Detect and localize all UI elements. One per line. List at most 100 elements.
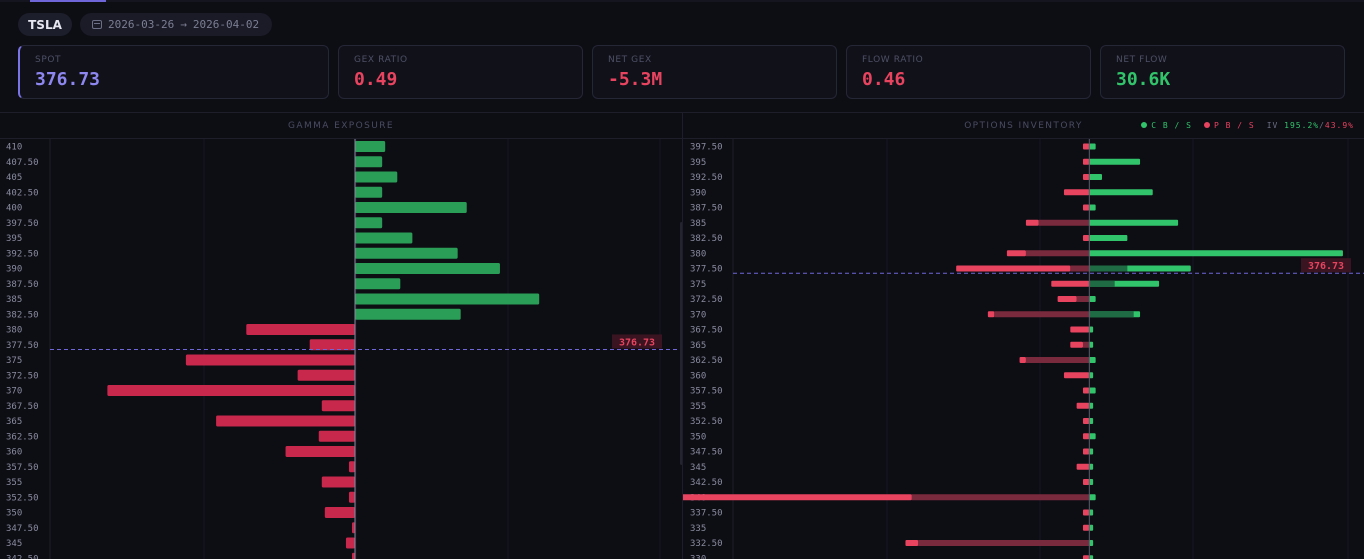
strike-tick-label: 390 — [6, 265, 22, 275]
strike-tick-label: 345 — [6, 539, 22, 549]
put-buy-bar — [1063, 189, 1090, 196]
call-buy-bar — [1089, 479, 1094, 485]
iv-readout: IV 195.2%/43.9% — [1267, 121, 1354, 130]
put-buy-bar — [1019, 357, 1026, 363]
strike-tick-label: 397.50 — [690, 143, 723, 153]
call-buy-bar — [1089, 235, 1128, 241]
put-buy-bar — [987, 311, 995, 318]
call-buy-bar — [1089, 509, 1094, 516]
panel-divider — [682, 112, 683, 559]
iv-call-value: 195.2% — [1284, 121, 1320, 130]
put-buy-bar — [1025, 219, 1039, 226]
gex-bar-positive — [355, 278, 401, 290]
date-range-picker[interactable]: 2026-03-26 → 2026-04-02 — [80, 13, 272, 36]
spot-label-bg — [612, 334, 662, 349]
call-buy-bar — [1089, 189, 1153, 196]
metric-card-flow-ratio: FLOW RATIO 0.46 — [846, 45, 1091, 99]
strike-tick-label: 375 — [690, 280, 706, 290]
gex-bar-negative — [351, 552, 355, 559]
put-buy-bar — [1063, 372, 1090, 379]
gamma-scrollbar[interactable] — [680, 222, 683, 465]
put-buy-bar — [1082, 479, 1090, 485]
legend-call[interactable]: C B / S — [1141, 121, 1192, 130]
call-buy-bar — [1089, 372, 1094, 379]
call-buy-bar — [1089, 174, 1102, 180]
gex-bar-positive — [355, 232, 413, 244]
gex-bar-negative — [318, 430, 355, 442]
put-buy-bar — [1082, 509, 1090, 516]
strike-tick-label: 347.50 — [6, 524, 39, 534]
strike-tick-label: 357.50 — [6, 463, 39, 473]
strike-tick-label: 370 — [6, 387, 22, 397]
active-tab-indicator — [30, 0, 106, 2]
inventory-panel-header: OPTIONS INVENTORY C B / S P B / S IV 195… — [683, 112, 1364, 139]
put-buy-bar — [683, 494, 912, 501]
put-buy-bar — [956, 265, 1071, 272]
put-buy-bar — [1082, 143, 1090, 150]
gex-bar-negative — [351, 522, 355, 534]
gex-bar-negative — [324, 507, 355, 518]
strike-tick-label: 410 — [6, 143, 22, 153]
call-buy-bar — [1089, 219, 1179, 226]
strike-tick-label: 372.50 — [6, 371, 39, 381]
strike-tick-label: 375 — [6, 356, 22, 366]
put-sell-bar — [1038, 219, 1090, 226]
metric-value: 0.46 — [862, 69, 906, 90]
strike-tick-label: 355 — [6, 478, 22, 488]
gex-bar-negative — [285, 446, 355, 457]
strike-tick-label: 342.50 — [6, 554, 39, 559]
spot-label: 376.73 — [619, 337, 655, 348]
metric-card-gex-ratio: GEX RATIO 0.49 — [338, 45, 583, 99]
call-buy-bar — [1089, 158, 1141, 165]
strike-tick-label: 367.50 — [6, 402, 39, 412]
strike-tick-label: 387.50 — [690, 204, 723, 214]
put-buy-bar — [1082, 387, 1090, 394]
put-buy-bar — [1082, 235, 1090, 241]
strike-tick-label: 357.50 — [690, 387, 723, 397]
iv-put-value: 43.9% — [1324, 121, 1354, 130]
gex-bar-negative — [348, 461, 355, 473]
strike-tick-label: 387.50 — [6, 280, 39, 290]
call-buy-bar — [1089, 296, 1096, 302]
call-buy-bar — [1089, 448, 1094, 455]
strike-tick-label: 362.50 — [690, 356, 723, 366]
put-sell-bar — [994, 311, 1090, 318]
call-buy-bar — [1089, 341, 1094, 348]
call-buy-bar — [1089, 433, 1096, 440]
put-sell-bar — [911, 494, 1090, 501]
call-sell-bar — [1089, 265, 1128, 272]
strike-tick-label: 360 — [6, 448, 22, 458]
gex-bar-positive — [355, 141, 386, 152]
put-buy-bar — [1082, 174, 1090, 180]
strike-tick-label: 370 — [690, 310, 706, 320]
strike-tick-label: 350 — [6, 509, 22, 519]
put-buy-bar — [1051, 280, 1090, 287]
put-buy-bar — [905, 540, 919, 546]
gex-bar-negative — [309, 339, 355, 351]
strike-tick-label: 385 — [690, 219, 706, 229]
spot-label: 376.73 — [1308, 261, 1344, 272]
gex-bar-negative — [185, 354, 355, 366]
gex-bar-positive — [355, 247, 458, 259]
put-buy-bar — [1076, 463, 1090, 470]
put-buy-bar — [1057, 296, 1077, 302]
call-sell-bar — [1089, 280, 1115, 287]
strike-tick-label: 362.50 — [6, 432, 39, 442]
put-buy-bar — [1082, 204, 1090, 211]
gex-bar-negative — [321, 476, 355, 488]
strike-tick-label: 395 — [6, 234, 22, 244]
gex-bar-negative — [297, 369, 355, 381]
gex-bar-positive — [355, 293, 540, 305]
legend-put[interactable]: P B / S — [1203, 121, 1255, 130]
strike-tick-label: 372.50 — [690, 295, 723, 305]
call-buy-bar — [1089, 143, 1096, 150]
strike-tick-label: 380 — [6, 326, 22, 336]
put-buy-bar — [1082, 433, 1090, 440]
inventory-panel-title: OPTIONS INVENTORY — [964, 121, 1083, 131]
call-buy-bar — [1089, 494, 1096, 501]
ticker-pill[interactable]: TSLA — [18, 13, 72, 36]
gex-bar-positive — [355, 263, 500, 274]
call-buy-bar — [1089, 418, 1094, 424]
metric-value: 0.49 — [354, 69, 398, 90]
gamma-panel-header: GAMMA EXPOSURE — [0, 112, 682, 139]
